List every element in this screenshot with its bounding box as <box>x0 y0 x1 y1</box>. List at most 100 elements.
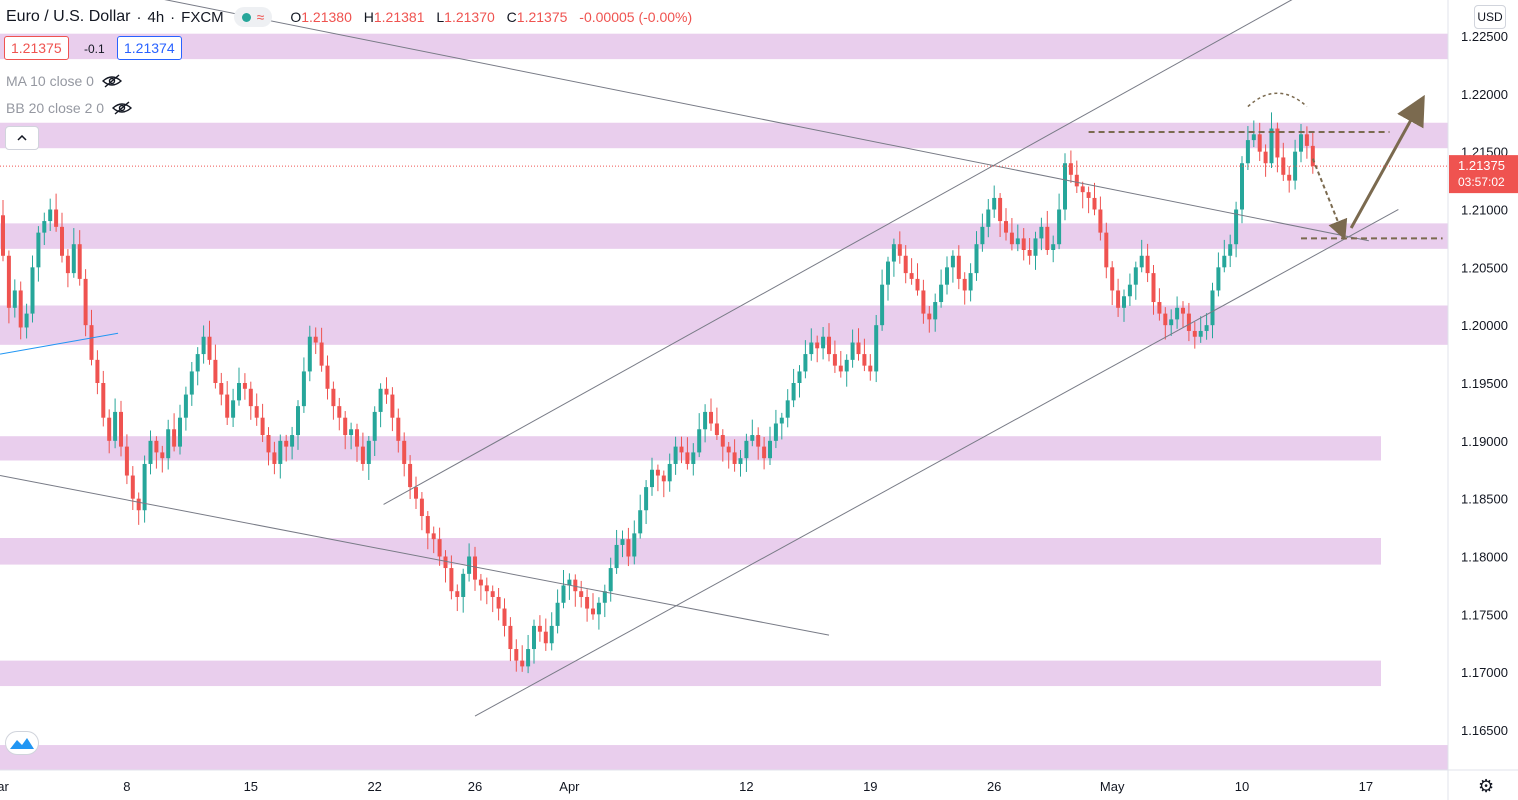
candle <box>419 498 424 517</box>
collapse-legend-button[interactable] <box>5 126 39 150</box>
candle <box>1 215 5 256</box>
interval-label[interactable]: 4h <box>147 8 165 26</box>
candle <box>868 365 873 372</box>
candle <box>785 400 790 418</box>
candle <box>260 417 265 436</box>
candle <box>956 255 961 279</box>
indicator-bb[interactable]: BB 20 close 2 0 <box>6 100 133 116</box>
candle <box>1299 134 1303 152</box>
settings-gear-icon[interactable]: ⚙ <box>1478 776 1495 796</box>
y-tick-label: 1.19000 <box>1461 434 1508 449</box>
candle <box>237 383 241 401</box>
y-tick-label: 1.16500 <box>1461 723 1508 738</box>
candle <box>709 411 713 424</box>
candle <box>1063 163 1067 210</box>
candle <box>1304 134 1309 146</box>
currency-button[interactable]: USD <box>1474 5 1506 29</box>
candle <box>65 255 70 274</box>
hidden-eye-icon[interactable] <box>101 74 122 88</box>
candle <box>1057 209 1062 245</box>
candle <box>1198 330 1203 337</box>
candle <box>1145 255 1150 274</box>
y-tick-label: 1.18000 <box>1461 550 1508 565</box>
candle <box>48 209 53 222</box>
candle <box>1245 140 1250 164</box>
indicator-ma[interactable]: MA 10 close 0 <box>6 73 122 89</box>
candle <box>77 244 82 279</box>
candle <box>543 631 548 644</box>
candle <box>738 458 743 464</box>
x-tick-label: ar <box>0 779 9 794</box>
candle <box>714 423 719 436</box>
candle <box>939 284 944 303</box>
candle <box>219 383 224 395</box>
candle <box>1086 192 1091 198</box>
ohlc-open: 1.21380 <box>301 9 352 25</box>
symbol-title[interactable]: Euro / U.S. Dollar <box>6 8 131 25</box>
sr-zone-6 <box>0 660 1381 687</box>
candle <box>325 365 330 389</box>
candle <box>632 533 637 557</box>
trendline-3 <box>383 0 1293 505</box>
sr-zone-3 <box>0 305 1448 345</box>
candle <box>968 273 973 291</box>
candle <box>414 487 418 499</box>
candle <box>402 440 407 464</box>
candle <box>408 463 413 488</box>
logo-wave-icon <box>10 738 34 749</box>
candle <box>278 440 283 464</box>
tradingview-logo-icon[interactable] <box>6 732 38 754</box>
candle <box>992 197 997 210</box>
candle <box>950 255 955 268</box>
candle <box>231 400 236 418</box>
candle <box>290 435 295 447</box>
ohlc-high: 1.21381 <box>373 9 425 25</box>
candle <box>1139 255 1144 268</box>
candle <box>1251 134 1256 141</box>
market-status-badge[interactable]: ≈ <box>233 7 273 27</box>
candle <box>697 429 702 453</box>
candle <box>537 625 542 632</box>
candle <box>101 383 106 418</box>
x-tick-label: 8 <box>123 779 130 794</box>
candle <box>1293 151 1298 181</box>
candle <box>1074 174 1079 187</box>
candle <box>431 533 436 540</box>
candle <box>650 469 654 488</box>
projection-arc <box>1247 92 1308 108</box>
y-tick-label: 1.21000 <box>1461 203 1508 218</box>
candle <box>614 544 619 569</box>
candle <box>301 371 306 407</box>
candle <box>815 342 820 349</box>
candle <box>502 608 507 626</box>
candle <box>1098 209 1103 233</box>
candle <box>732 452 737 464</box>
buy-price-button[interactable]: 1.21374 <box>117 36 182 60</box>
candle <box>791 383 796 401</box>
sell-price-button[interactable]: 1.21375 <box>4 36 69 60</box>
candle <box>1281 157 1286 175</box>
header-separator: · <box>170 8 176 26</box>
ohlc-low-key: L <box>436 9 445 25</box>
candle <box>921 290 926 314</box>
candle <box>1104 232 1109 268</box>
candle <box>744 440 749 459</box>
candle <box>897 244 902 256</box>
candle <box>691 452 696 464</box>
x-tick-label: 15 <box>244 779 258 794</box>
y-tick-label: 1.20000 <box>1461 318 1508 333</box>
candle <box>360 446 365 464</box>
candle <box>119 411 123 447</box>
projection-up-arrow <box>1349 94 1425 229</box>
data-delay-icon: ≈ <box>256 9 265 25</box>
candle <box>89 325 94 360</box>
candle <box>909 273 914 279</box>
x-tick-label: 17 <box>1359 779 1373 794</box>
candle <box>856 342 861 355</box>
candle <box>579 591 584 597</box>
candle <box>779 417 784 424</box>
candle <box>1122 296 1126 308</box>
candle <box>337 406 342 418</box>
hidden-eye-icon[interactable] <box>112 101 133 115</box>
